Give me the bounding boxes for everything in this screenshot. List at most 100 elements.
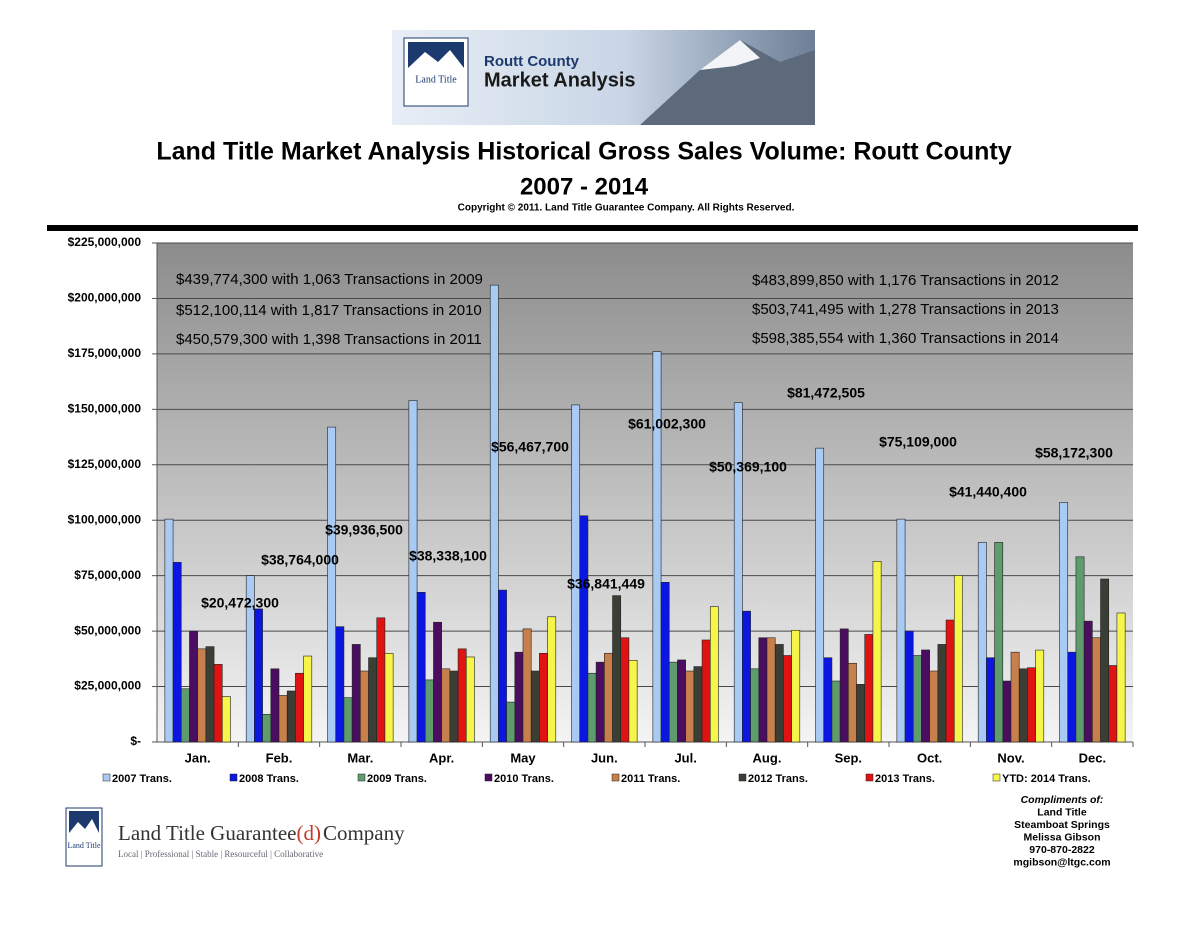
y-tick-label: $200,000,000 bbox=[68, 291, 142, 305]
bar bbox=[1027, 667, 1036, 743]
x-tick-label: May bbox=[510, 750, 536, 765]
bar bbox=[368, 657, 378, 743]
legend-label: 2007 Trans. bbox=[112, 773, 172, 785]
bar bbox=[189, 630, 198, 743]
bar bbox=[1116, 612, 1126, 743]
bar bbox=[254, 608, 263, 743]
bar bbox=[872, 561, 882, 743]
annotation: $512,100,114 with 1,817 Transactions in … bbox=[176, 302, 482, 319]
bar bbox=[360, 670, 369, 743]
bar bbox=[758, 637, 768, 743]
x-tick-label: Apr. bbox=[429, 750, 454, 765]
bar bbox=[465, 656, 475, 743]
bar bbox=[945, 619, 955, 743]
legend-swatch bbox=[102, 773, 111, 782]
bar bbox=[1083, 620, 1093, 743]
bar bbox=[221, 696, 231, 743]
banner-line: Routt County bbox=[484, 53, 580, 70]
bar bbox=[587, 672, 597, 743]
bar bbox=[1108, 665, 1118, 743]
chart-title: Land Title Market Analysis Historical Gr… bbox=[156, 138, 1011, 166]
banner-line: Market Analysis bbox=[484, 69, 636, 91]
x-tick-label: Oct. bbox=[917, 750, 942, 765]
bar bbox=[839, 628, 849, 743]
bar bbox=[685, 670, 695, 743]
y-tick-label: $- bbox=[130, 734, 141, 748]
legend-label: 2008 Trans. bbox=[239, 773, 299, 785]
bar bbox=[750, 668, 760, 743]
compliments-line: mgibson@ltgc.com bbox=[1013, 856, 1110, 868]
bar bbox=[701, 639, 711, 743]
company: Land Title Guarantee bbox=[118, 821, 296, 845]
legend-swatch bbox=[992, 773, 1001, 782]
chart-subtitle: 2007 - 2014 bbox=[520, 173, 649, 200]
x-tick-label: Sep. bbox=[835, 750, 862, 765]
bar bbox=[604, 652, 613, 743]
footer-logo: Land Title bbox=[65, 807, 103, 867]
bar bbox=[303, 655, 313, 743]
bar bbox=[1035, 649, 1045, 743]
bar bbox=[1010, 651, 1020, 743]
bar bbox=[270, 668, 280, 743]
tagline: Local | Professional | Stable | Resource… bbox=[118, 849, 323, 859]
x-tick-label: Feb. bbox=[266, 750, 293, 765]
bar bbox=[457, 648, 467, 743]
value-label: $41,440,400 bbox=[949, 484, 1027, 500]
copyright: Copyright © 2011. Land Title Guarantee C… bbox=[458, 203, 795, 214]
bar bbox=[1075, 556, 1085, 743]
bar bbox=[547, 616, 557, 743]
bar bbox=[384, 653, 394, 743]
bar bbox=[1092, 637, 1101, 743]
bar bbox=[1059, 502, 1069, 743]
annotation: $483,899,850 with 1,176 Transactions in … bbox=[752, 272, 1059, 289]
bar bbox=[977, 542, 987, 743]
value-label: $39,936,500 bbox=[325, 522, 403, 538]
bar bbox=[286, 690, 296, 743]
bar bbox=[620, 637, 630, 743]
bar bbox=[815, 447, 825, 743]
legend-label: 2013 Trans. bbox=[875, 773, 935, 785]
bar bbox=[164, 518, 174, 743]
legend-swatch bbox=[229, 773, 238, 782]
annotation: $450,579,300 with 1,398 Transactions in … bbox=[176, 331, 482, 348]
legend-label: 2011 Trans. bbox=[621, 773, 680, 785]
legend-label: YTD: 2014 Trans. bbox=[1002, 773, 1091, 785]
bar bbox=[595, 661, 605, 743]
bar bbox=[489, 284, 499, 743]
y-tick-label: $125,000,000 bbox=[68, 457, 142, 471]
company-suffix: Company bbox=[323, 821, 405, 845]
bar bbox=[180, 688, 190, 743]
bar bbox=[896, 518, 906, 743]
annotation: $439,774,300 with 1,063 Transactions in … bbox=[176, 271, 483, 288]
bar bbox=[921, 649, 930, 743]
bar bbox=[506, 701, 516, 743]
chart: $- $25,000,000 $50,000,000 $75,000,000 $100,… bbox=[68, 235, 1134, 785]
annotation: $503,741,495 with 1,278 Transactions in … bbox=[752, 301, 1059, 318]
bar bbox=[929, 670, 939, 743]
x-tick-label: Mar. bbox=[347, 750, 373, 765]
bar bbox=[1018, 668, 1028, 743]
value-label: $38,764,000 bbox=[261, 552, 339, 568]
logo-text: Land Title bbox=[67, 841, 101, 850]
bar bbox=[660, 582, 670, 743]
value-label: $20,472,300 bbox=[201, 595, 279, 611]
compliments-line: Compliments of: bbox=[1021, 794, 1104, 806]
y-tick-label: $150,000,000 bbox=[68, 402, 142, 416]
x-tick-label: Dec. bbox=[1079, 750, 1106, 765]
value-label: $50,369,100 bbox=[709, 459, 787, 475]
bar bbox=[514, 651, 524, 743]
compliments-line: Steamboat Springs bbox=[1014, 819, 1110, 831]
bar bbox=[783, 655, 792, 743]
bar bbox=[791, 629, 801, 743]
bar bbox=[530, 670, 540, 743]
bar bbox=[376, 617, 386, 743]
legend-label: 2009 Trans. bbox=[367, 773, 427, 785]
annotation: $598,385,554 with 1,360 Transactions in … bbox=[752, 330, 1059, 347]
bar bbox=[668, 661, 678, 743]
bar bbox=[416, 591, 426, 743]
legend-swatch bbox=[484, 773, 493, 782]
bar bbox=[628, 659, 638, 743]
x-tick-label: Aug. bbox=[753, 750, 782, 765]
bar bbox=[693, 666, 703, 743]
bar bbox=[498, 589, 507, 743]
